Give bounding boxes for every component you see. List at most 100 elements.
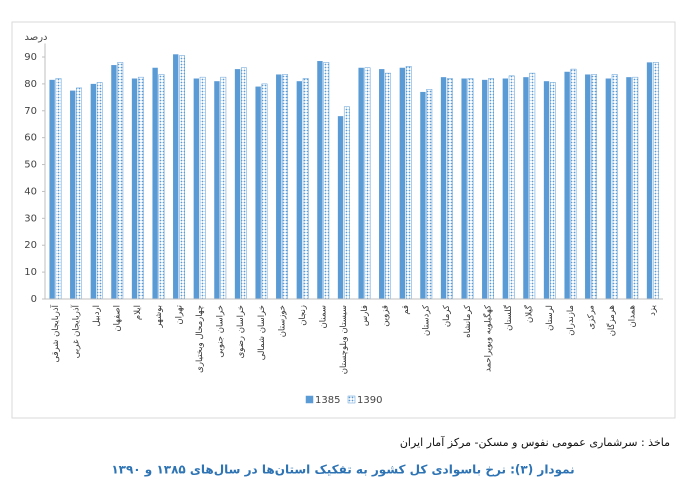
legend-label: 1390 [357, 395, 382, 406]
y-tick-label: 80 [24, 79, 37, 90]
bar [446, 78, 453, 300]
x-tick-label: خراسان شمالی [257, 305, 267, 360]
bar [502, 78, 508, 299]
bar [379, 69, 385, 299]
x-tick-label: کردستان [422, 304, 432, 336]
x-tick-label: بوشهر [154, 305, 164, 329]
bar [276, 74, 282, 299]
bar [302, 78, 309, 300]
x-tick-label: خراسان جنوبی [216, 305, 226, 358]
bar [90, 83, 96, 299]
bar [364, 67, 371, 300]
x-tick-label: گلستان [503, 304, 514, 331]
y-tick-label: 20 [24, 240, 37, 251]
x-tick-label: کرمانشاه [463, 304, 473, 338]
x-tick-label: سمنان [319, 305, 329, 328]
bar [440, 77, 447, 299]
bar [605, 78, 611, 299]
x-tick-label: مازندران [566, 305, 576, 336]
bar [399, 67, 405, 299]
y-tick-label: 90 [24, 52, 37, 63]
x-tick-label: همدان [628, 305, 638, 327]
bar [570, 68, 577, 300]
bar [152, 67, 158, 299]
bar [49, 79, 55, 299]
legend-swatch [305, 395, 314, 404]
x-tick-label: تهران [174, 304, 184, 324]
bar [158, 74, 165, 300]
y-axis-label: درصد [24, 32, 47, 43]
bar [420, 91, 426, 300]
bar [240, 67, 247, 300]
bar [529, 72, 536, 300]
bar [55, 78, 62, 300]
y-tick-label: 60 [24, 133, 37, 144]
bar [96, 82, 103, 300]
x-tick-label: کرمان [442, 304, 452, 327]
bar [611, 74, 618, 300]
bar [220, 76, 227, 300]
x-tick-label: لرستان [545, 305, 555, 331]
legend-label: 1385 [315, 395, 340, 406]
bar [652, 62, 659, 300]
x-tick-label: سیستان وبلوچستان [339, 305, 349, 374]
x-tick-label: قم [401, 305, 411, 315]
bar [296, 81, 302, 299]
bar [626, 77, 632, 299]
bar [117, 62, 124, 300]
bar [385, 72, 392, 300]
y-tick-label: 50 [24, 160, 37, 171]
x-tick-label: قزوین [380, 305, 390, 327]
bar [646, 62, 653, 300]
bar [591, 74, 598, 300]
x-tick-label: کهگیلویه وبویراحمد [482, 304, 493, 372]
bar [523, 77, 529, 299]
bar [585, 74, 591, 299]
x-tick-label: آذربایجان غربی [69, 304, 81, 358]
bar [131, 78, 138, 299]
x-tick-label: هرمزگان [606, 305, 617, 336]
bar [199, 76, 206, 300]
bar [261, 83, 268, 300]
bar [632, 76, 639, 300]
bar [323, 62, 330, 300]
bar [234, 69, 241, 299]
bar [214, 81, 220, 299]
y-tick-label: 30 [24, 213, 37, 224]
y-tick-label: 40 [24, 186, 37, 197]
y-tick-label: 0 [31, 294, 37, 305]
bar [549, 82, 556, 300]
x-tick-label: چهارمحال وبختیاری [195, 305, 205, 373]
bar [564, 71, 570, 299]
bar [255, 86, 261, 299]
bar [193, 78, 199, 299]
y-tick-label: 10 [24, 267, 37, 278]
bar [405, 66, 412, 300]
x-tick-label: اردبیل [92, 305, 102, 327]
x-tick-label: اصفهان [113, 305, 123, 332]
bar [488, 78, 495, 300]
x-tick-label: یزد [648, 304, 658, 315]
x-tick-label: آذربایجان شرقی [49, 304, 61, 362]
bar [70, 90, 76, 299]
x-tick-label: خراسان رضوی [236, 305, 246, 358]
x-tick-label: زنجان [298, 305, 308, 326]
x-tick-label: گیلان [524, 304, 535, 323]
legend-swatch [347, 395, 356, 404]
bar [343, 106, 350, 300]
bar [337, 116, 344, 299]
bar [543, 81, 550, 299]
bar [282, 74, 289, 300]
bar [111, 65, 117, 299]
caption: نمودار (۳): نرخ باسوادی کل کشور به تفکیک… [111, 463, 574, 478]
bar [461, 78, 467, 299]
bar [426, 89, 433, 300]
source: ماخذ : سرشماری عمومی نفوس و مسکن- مرکز آ… [400, 435, 670, 449]
bar [76, 87, 83, 300]
bar [482, 79, 488, 299]
bar [179, 55, 186, 300]
x-tick-label: ایلام [133, 305, 143, 320]
x-tick-label: مرکزی [586, 305, 596, 330]
bar [358, 67, 364, 299]
